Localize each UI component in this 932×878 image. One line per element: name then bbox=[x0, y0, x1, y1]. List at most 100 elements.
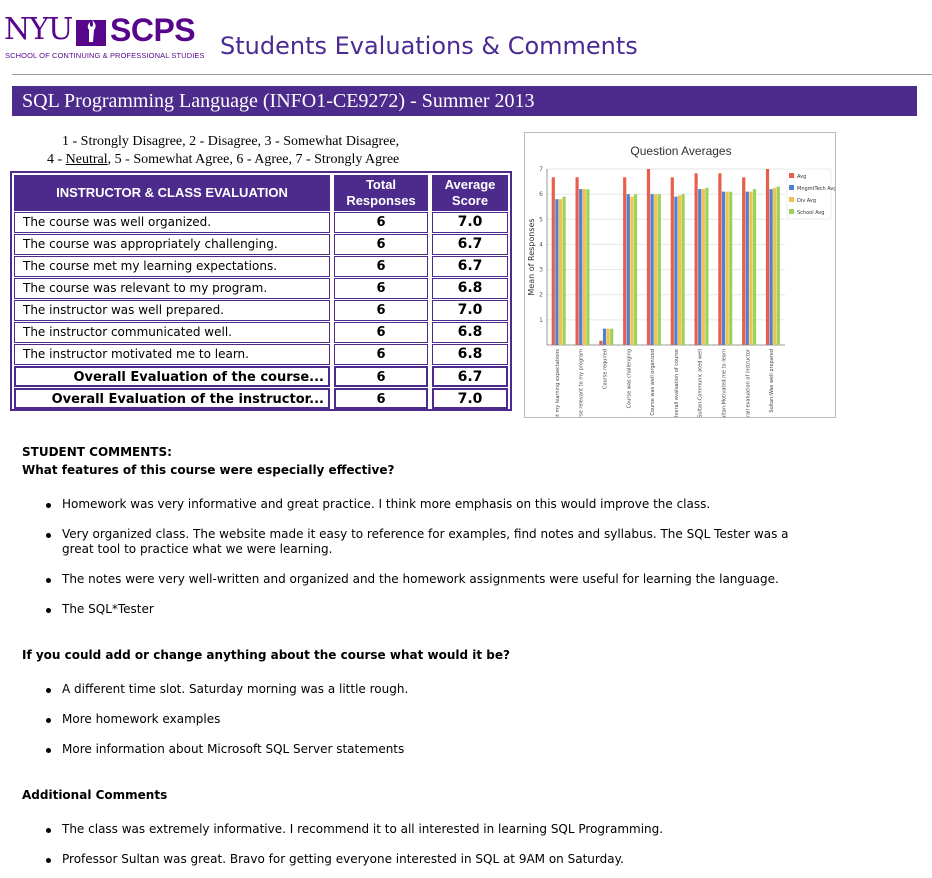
bullet-dot bbox=[46, 608, 51, 613]
eval-score: 7.0 bbox=[432, 212, 508, 233]
chart-y-tick-label: 3 bbox=[539, 267, 543, 274]
eval-overall-course-label: Overall Evaluation of the course... bbox=[14, 366, 330, 387]
eval-question: The course was relevant to my program. bbox=[14, 278, 330, 299]
comment-item: A different time slot. Saturday morning … bbox=[62, 682, 409, 696]
chart-legend-label: Avg bbox=[797, 174, 806, 180]
chart-bar bbox=[657, 194, 661, 345]
chart-bar bbox=[623, 177, 627, 345]
chart-legend-swatch bbox=[789, 173, 794, 178]
eval-responses: 6 bbox=[334, 234, 428, 255]
chart-bar bbox=[705, 187, 709, 345]
comment-item: Homework was very informative and great … bbox=[62, 497, 711, 511]
eval-score: 7.0 bbox=[432, 300, 508, 321]
chart-bar bbox=[681, 194, 685, 345]
chart-bar bbox=[670, 177, 674, 345]
chart-x-tick-label: Course required bbox=[603, 349, 609, 389]
chart-bar bbox=[551, 177, 555, 345]
chart-x-tick-label: Course relevant to my program bbox=[579, 349, 585, 417]
scale-line-1: 1 - Strongly Disagree, 2 - Disagree, 3 -… bbox=[62, 134, 400, 149]
chart-y-tick-label: 7 bbox=[539, 166, 543, 173]
chart-y-tick-label: 1 bbox=[539, 317, 543, 324]
course-banner: SQL Programming Language (INFO1-CE9272) … bbox=[12, 86, 917, 116]
header-divider bbox=[12, 74, 932, 75]
chart-bar bbox=[630, 196, 634, 345]
chart-bar bbox=[626, 194, 630, 345]
chart-bar bbox=[701, 189, 705, 345]
chart-bar bbox=[582, 189, 586, 345]
chart-legend-swatch bbox=[789, 197, 794, 202]
chart-x-tick-label: Course was well organized bbox=[650, 349, 656, 416]
chart-bar bbox=[752, 189, 757, 345]
chart-y-tick-label: 5 bbox=[539, 216, 543, 223]
eval-question: The course was appropriately challenging… bbox=[14, 234, 330, 255]
chart-legend-label: Div Avg bbox=[797, 198, 816, 204]
comment-item: Professor Sultan was great. Bravo for ge… bbox=[62, 852, 624, 866]
chart-bar bbox=[677, 195, 682, 345]
chart-bar bbox=[698, 189, 702, 345]
comment-item: More homework examples bbox=[62, 712, 221, 726]
eval-responses: 6 bbox=[334, 322, 428, 343]
eval-score: 6.8 bbox=[432, 322, 508, 343]
bullet-dot bbox=[46, 828, 51, 833]
question-averages-chart: Question Averages Mean of Responses 1 2 3 4 5 6… bbox=[524, 132, 837, 445]
chart-bar bbox=[646, 169, 651, 345]
chart-bar bbox=[650, 194, 654, 345]
scale-line-2-prefix: 4 - bbox=[47, 152, 66, 167]
chart-x-tick-label: Course was challenging bbox=[626, 349, 632, 408]
chart-legend-label: School Avg bbox=[797, 210, 824, 216]
chart-bar bbox=[555, 199, 559, 345]
chart-legend-label: MngmtTech Avg bbox=[797, 186, 835, 192]
comments-question-3: Additional Comments bbox=[22, 788, 168, 802]
eval-score: 6.8 bbox=[432, 344, 508, 365]
chart-bar bbox=[674, 196, 678, 345]
chart-bar bbox=[725, 191, 729, 345]
bullet-dot bbox=[46, 578, 51, 583]
chart-bar bbox=[602, 328, 607, 345]
evaluation-header-total: Total Responses bbox=[334, 175, 428, 211]
chart-bar bbox=[749, 191, 753, 345]
eval-score: 6.7 bbox=[432, 234, 508, 255]
chart-bar bbox=[773, 187, 777, 345]
chart-bar bbox=[575, 177, 579, 345]
eval-question: The instructor motivated me to learn. bbox=[14, 344, 330, 365]
scale-line-2: 4 - Neutral, 5 - Somewhat Agree, 6 - Agr… bbox=[47, 152, 399, 168]
chart-bar bbox=[606, 328, 610, 345]
eval-responses: 6 bbox=[334, 300, 428, 321]
evaluation-header-question: INSTRUCTOR & CLASS EVALUATION bbox=[14, 175, 330, 211]
eval-question: The instructor communicated well. bbox=[14, 322, 330, 343]
evaluation-table: INSTRUCTOR & CLASS EVALUATION Total Resp… bbox=[10, 171, 512, 411]
eval-question: The course met my learning expectations. bbox=[14, 256, 330, 277]
chart-legend-box bbox=[786, 168, 832, 220]
chart-bar bbox=[776, 186, 780, 345]
bullet-dot bbox=[46, 688, 51, 693]
chart-bar bbox=[745, 191, 749, 345]
eval-responses: 6 bbox=[334, 278, 428, 299]
bullet-dot bbox=[46, 858, 51, 863]
chart-y-tick-label: 6 bbox=[539, 191, 543, 198]
chart-bar bbox=[729, 191, 733, 345]
logo-nyu-text: NYU bbox=[4, 12, 73, 47]
eval-question: The instructor was well prepared. bbox=[14, 300, 330, 321]
chart-legend-swatch bbox=[789, 209, 794, 214]
chart-bar bbox=[558, 199, 563, 345]
eval-responses: 6 bbox=[334, 212, 428, 233]
comment-item: The notes were very well-written and org… bbox=[62, 572, 779, 586]
eval-overall-course-responses: 6 bbox=[334, 366, 428, 387]
chart-bar bbox=[579, 189, 583, 345]
logo-school-text: SCHOOL OF CONTINUING & PROFESSIONAL STUD… bbox=[5, 51, 205, 60]
scale-neutral-link[interactable]: Neutral bbox=[65, 152, 108, 167]
torch-icon bbox=[76, 20, 106, 46]
chart-bar bbox=[586, 189, 590, 345]
bullet-dot bbox=[46, 748, 51, 753]
chart-bar bbox=[765, 169, 770, 345]
chart-y-tick-label: 2 bbox=[539, 292, 543, 299]
eval-responses: 6 bbox=[334, 344, 428, 365]
chart-bar bbox=[718, 173, 722, 345]
logo-scps-text: SCPS bbox=[110, 12, 196, 48]
chart-svg: Question Averages Mean of Responses 1 2 3 4 5 6… bbox=[527, 144, 837, 445]
page-title: Students Evaluations & Comments bbox=[220, 32, 638, 60]
eval-score: 6.7 bbox=[432, 256, 508, 277]
chart-bar bbox=[599, 340, 603, 345]
chart-bar bbox=[694, 173, 698, 345]
chart-x-tick-label: Overall evaluation of course bbox=[674, 349, 680, 417]
